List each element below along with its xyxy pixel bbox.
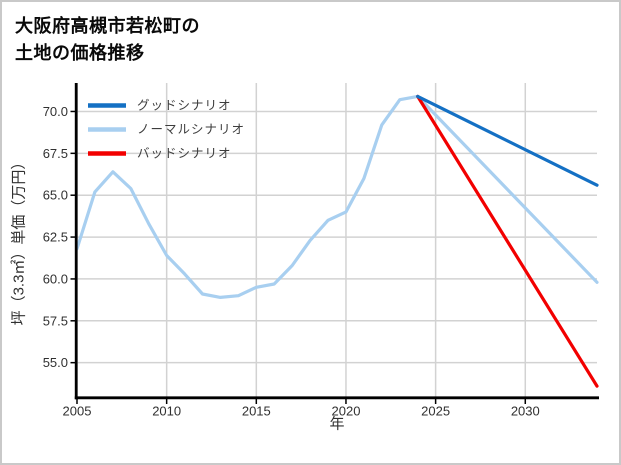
y-tick-label: 55.0 — [43, 355, 68, 370]
legend-label: バッドシナリオ — [137, 147, 232, 161]
y-tick-label: 65.0 — [43, 188, 68, 203]
y-tick-label: 57.5 — [43, 313, 68, 328]
grid-layer — [76, 83, 597, 397]
series-line-1 — [75, 94, 599, 299]
legend-item-0: グッドシナリオ — [88, 99, 232, 113]
y-tick-label: 62.5 — [43, 230, 68, 245]
x-tick-label: 2005 — [63, 404, 92, 419]
axes-layer: 2005 2010 2015 2020 2025 2030 70.0 67.5 65.0 62.5… — [43, 83, 599, 419]
x-tick-label: 2010 — [152, 404, 181, 419]
y-tick-label: 60.0 — [43, 271, 68, 286]
x-tick-label: 2025 — [421, 404, 450, 419]
series-line-2 — [416, 94, 599, 388]
chart-title-line2: 土地の価格推移 — [15, 43, 145, 63]
legend-label: グッドシナリオ — [137, 99, 232, 113]
y-tick-label: 67.5 — [43, 146, 68, 161]
x-tick-label: 2015 — [242, 404, 271, 419]
x-tick-label: 2020 — [332, 404, 361, 419]
legend-label: ノーマルシナリオ — [137, 123, 245, 137]
chart-title-line1: 大阪府高槻市若松町の — [15, 16, 200, 36]
y-tick-label: 70.0 — [43, 104, 68, 119]
chart-title: 大阪府高槻市若松町の 土地の価格推移 — [15, 13, 200, 67]
x-tick-label: 2030 — [511, 404, 540, 419]
series-line-0 — [416, 94, 599, 187]
legend-item-1: ノーマルシナリオ — [88, 123, 245, 137]
x-axis-label: 年 — [329, 415, 344, 432]
y-axis-label: 坪（3.3㎡）単価（万円） — [11, 155, 28, 326]
legend-item-2: バッドシナリオ — [88, 147, 232, 161]
series-layer — [75, 94, 599, 388]
